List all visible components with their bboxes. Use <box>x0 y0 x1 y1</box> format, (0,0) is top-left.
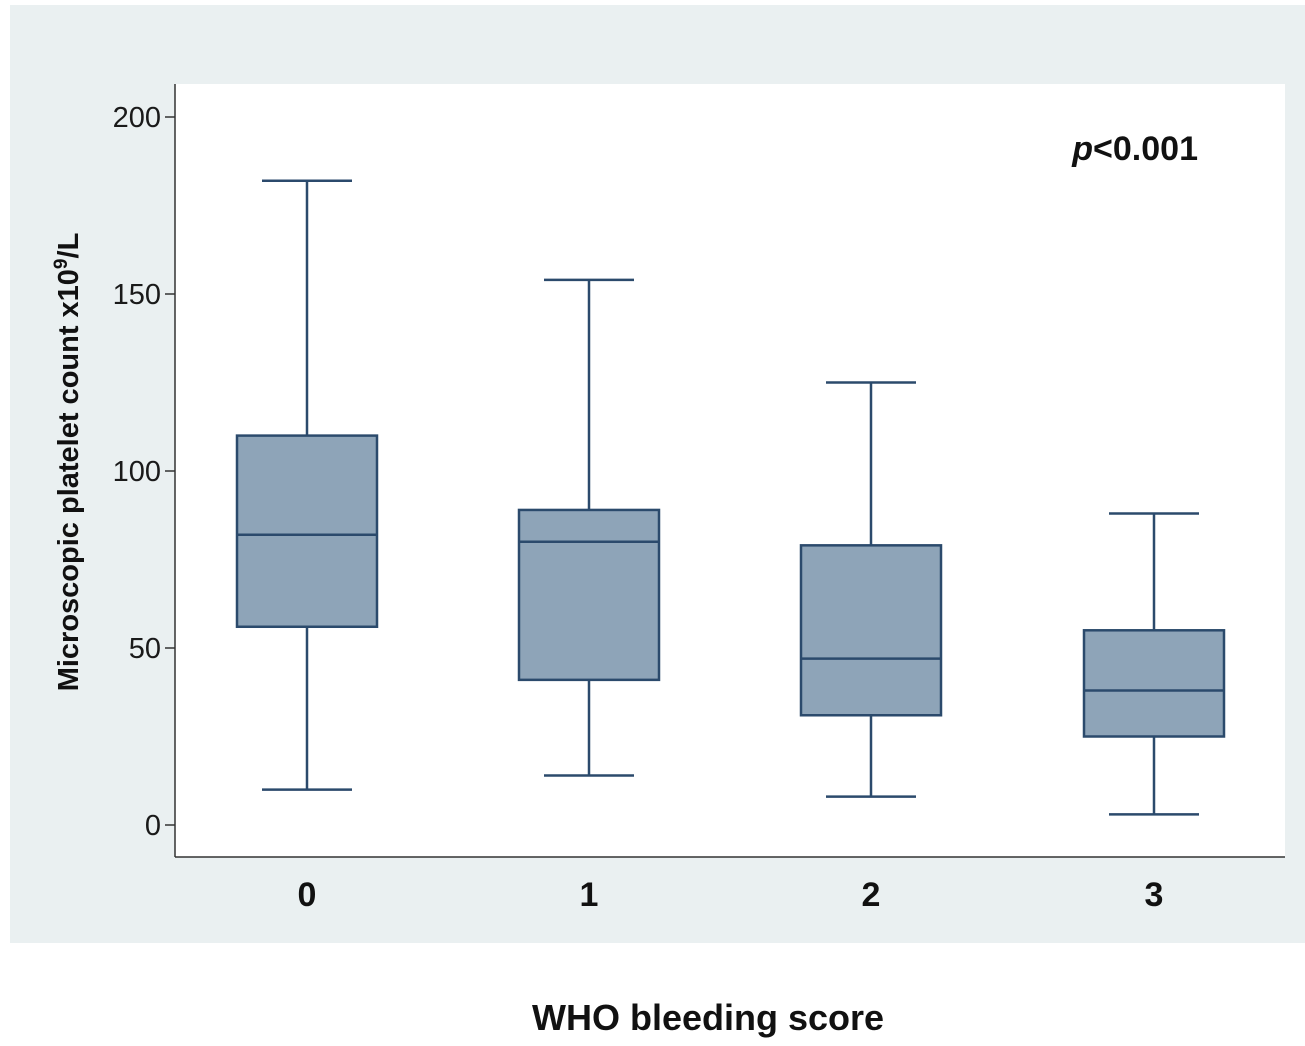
interquartile-box <box>799 544 943 717</box>
x-tick-label: 3 <box>1145 876 1164 914</box>
y-tick-label: 0 <box>145 810 161 842</box>
p-value-italic: p <box>1071 130 1093 168</box>
p-value-rest: <0.001 <box>1093 130 1198 168</box>
interquartile-box <box>517 508 661 682</box>
y-axis-label-main: Microscopic platelet count x10 <box>53 269 85 691</box>
box-series <box>235 179 1226 816</box>
y-tick-label: 50 <box>129 633 161 665</box>
interquartile-box <box>1082 629 1226 738</box>
y-axis-label-tail: /L <box>53 233 85 259</box>
box-group-0 <box>235 179 379 791</box>
y-tick-label: 100 <box>113 456 161 488</box>
y-tick-label: 150 <box>113 279 161 311</box>
y-axis-label: Microscopic platelet count x109/L <box>51 233 85 692</box>
y-axis-ticks: 0 50 100 150 200 <box>113 102 175 842</box>
x-tick-label: 2 <box>862 876 881 914</box>
x-axis-tick-labels: 0 1 2 3 <box>298 876 1164 914</box>
interquartile-box <box>235 434 379 629</box>
x-axis-label: WHO bleeding score <box>532 997 884 1038</box>
p-value-annotation: p<0.001 <box>1071 130 1198 168</box>
y-axis-label-superscript: 9 <box>51 258 72 269</box>
x-tick-label: 1 <box>580 876 599 914</box>
box-group-1 <box>517 278 661 777</box>
box-group-3 <box>1082 512 1226 816</box>
x-tick-label: 0 <box>298 876 317 914</box>
y-tick-label: 200 <box>113 102 161 134</box>
box-group-2 <box>799 381 943 798</box>
